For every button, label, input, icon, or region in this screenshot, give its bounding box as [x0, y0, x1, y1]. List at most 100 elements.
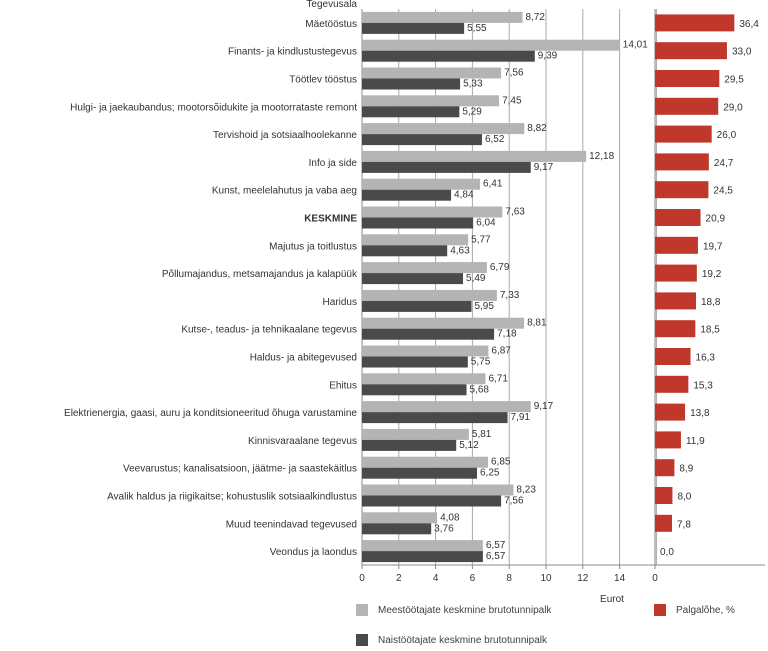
data-label-female: 5,49	[466, 273, 486, 284]
category-label: Muud teenindavad tegevused	[226, 519, 357, 530]
data-label-gap: 11,9	[686, 436, 705, 447]
legend-swatch-gap	[654, 604, 666, 616]
category-label: Hulgi- ja jaekaubandus; mootorsõidukite …	[70, 102, 357, 113]
bar-gap	[655, 292, 696, 310]
bar-male	[362, 540, 483, 552]
data-label-male: 12,18	[589, 151, 614, 162]
bar-male	[362, 178, 480, 190]
category-label: Mäetööstus	[305, 19, 357, 30]
data-label-female: 5,29	[462, 106, 482, 117]
bar-gap	[655, 14, 735, 32]
bar-male	[362, 484, 514, 496]
category-label: Avalik haldus ja riigikaitse; kohustusli…	[107, 492, 357, 503]
bar-gap	[655, 320, 696, 338]
bar-female	[362, 551, 483, 563]
x-tick-label: 14	[614, 573, 626, 584]
bar-male	[362, 512, 438, 524]
legend-label-male: Meestöötajate keskmine brutotunnipalk	[378, 604, 552, 616]
data-label-gap: 19,2	[702, 269, 722, 280]
data-label-female: 6,25	[480, 468, 500, 479]
data-label-female: 7,56	[504, 496, 524, 507]
bar-female	[362, 439, 457, 451]
data-label-gap: 13,8	[690, 408, 710, 419]
data-label-male: 8,23	[516, 485, 536, 496]
data-label-male: 5,81	[472, 429, 492, 440]
data-label-male: 6,71	[488, 373, 508, 384]
legend-item-female: Naistöötajate keskmine brutotunnipalk	[356, 634, 547, 646]
bar-male	[362, 317, 525, 329]
category-label: Veevarustus; kanalisatsioon, jäätme- ja …	[123, 464, 357, 475]
x-tick-label: 0	[359, 573, 365, 584]
data-label-female: 3,76	[434, 523, 454, 534]
data-label-male: 8,82	[527, 123, 547, 134]
bar-male	[362, 262, 487, 274]
bar-gap	[655, 125, 712, 143]
bar-female	[362, 356, 468, 368]
bar-male	[362, 206, 503, 218]
legend-item-gap: Palgalõhe, %	[654, 604, 735, 616]
bar-male	[362, 11, 523, 23]
bar-gap	[655, 153, 709, 171]
bar-female	[362, 245, 448, 257]
data-label-gap: 29,5	[724, 75, 744, 86]
legend-item-male: Meestöötajate keskmine brutotunnipalk	[356, 604, 551, 616]
category-label: Haridus	[323, 297, 357, 308]
data-label-male: 7,56	[504, 68, 524, 79]
data-label-gap: 19,7	[703, 241, 723, 252]
data-label-female: 5,75	[471, 357, 491, 368]
data-label-gap: 33,0	[732, 47, 752, 58]
x-tick-label: 10	[540, 573, 552, 584]
bar-gap	[655, 264, 697, 282]
data-label-gap: 24,7	[714, 158, 734, 169]
data-label-female: 4,63	[450, 245, 470, 256]
data-label-gap: 18,5	[700, 325, 720, 336]
data-label-male: 6,85	[491, 457, 511, 468]
data-label-female: 6,04	[476, 218, 496, 229]
bar-gap	[655, 70, 720, 87]
data-label-male: 5,77	[471, 234, 491, 245]
bar-female	[362, 50, 535, 62]
category-label: Ehitus	[329, 380, 357, 391]
data-label-female: 6,52	[485, 134, 505, 145]
data-label-female: 5,33	[463, 79, 483, 90]
category-label: Kinnisvaraalane tegevus	[248, 436, 357, 447]
category-label: Töötlev tööstus	[289, 75, 357, 86]
data-label-female: 9,17	[534, 162, 554, 173]
data-label-male: 7,33	[500, 290, 520, 301]
bar-female	[362, 134, 482, 146]
category-label: Veondus ja laondus	[270, 547, 357, 558]
bar-male	[362, 345, 489, 357]
bar-gap	[655, 97, 719, 115]
bar-female	[362, 300, 472, 312]
data-label-female: 9,39	[538, 51, 558, 62]
data-label-gap: 16,3	[696, 353, 716, 364]
bar-gap	[655, 459, 675, 477]
data-label-gap: 8,0	[677, 492, 691, 503]
data-label-male: 9,17	[534, 401, 554, 412]
data-label-gap: 36,4	[739, 19, 759, 30]
data-label-female: 5,95	[474, 301, 494, 312]
data-label-gap: 24,5	[713, 186, 733, 197]
data-label-male: 6,87	[491, 346, 511, 357]
x-axis-title: Eurot	[600, 594, 624, 605]
category-label: Kunst, meelelahutus ja vaba aeg	[212, 186, 357, 197]
bar-male	[362, 373, 486, 385]
data-label-gap: 0,0	[660, 547, 674, 558]
data-label-male: 8,72	[525, 12, 545, 23]
data-label-female: 7,18	[497, 329, 517, 340]
bar-male	[362, 95, 500, 107]
data-label-gap: 20,9	[706, 214, 726, 225]
bar-male	[362, 39, 620, 51]
category-label: Põllumajandus, metsamajandus ja kalapüük	[162, 269, 358, 280]
bar-female	[362, 467, 477, 479]
x-tick-label: 6	[470, 573, 476, 584]
data-label-male: 6,41	[483, 179, 503, 190]
bar-gap	[655, 431, 681, 449]
data-label-female: 5,55	[467, 23, 487, 34]
data-label-male: 8,81	[527, 318, 547, 329]
bar-gap	[655, 403, 686, 421]
data-label-male: 7,45	[502, 95, 522, 106]
data-label-female: 5,12	[459, 440, 479, 451]
category-label: Tervishoid ja sotsiaalhoolekanne	[213, 130, 357, 141]
bar-gap	[655, 348, 691, 365]
